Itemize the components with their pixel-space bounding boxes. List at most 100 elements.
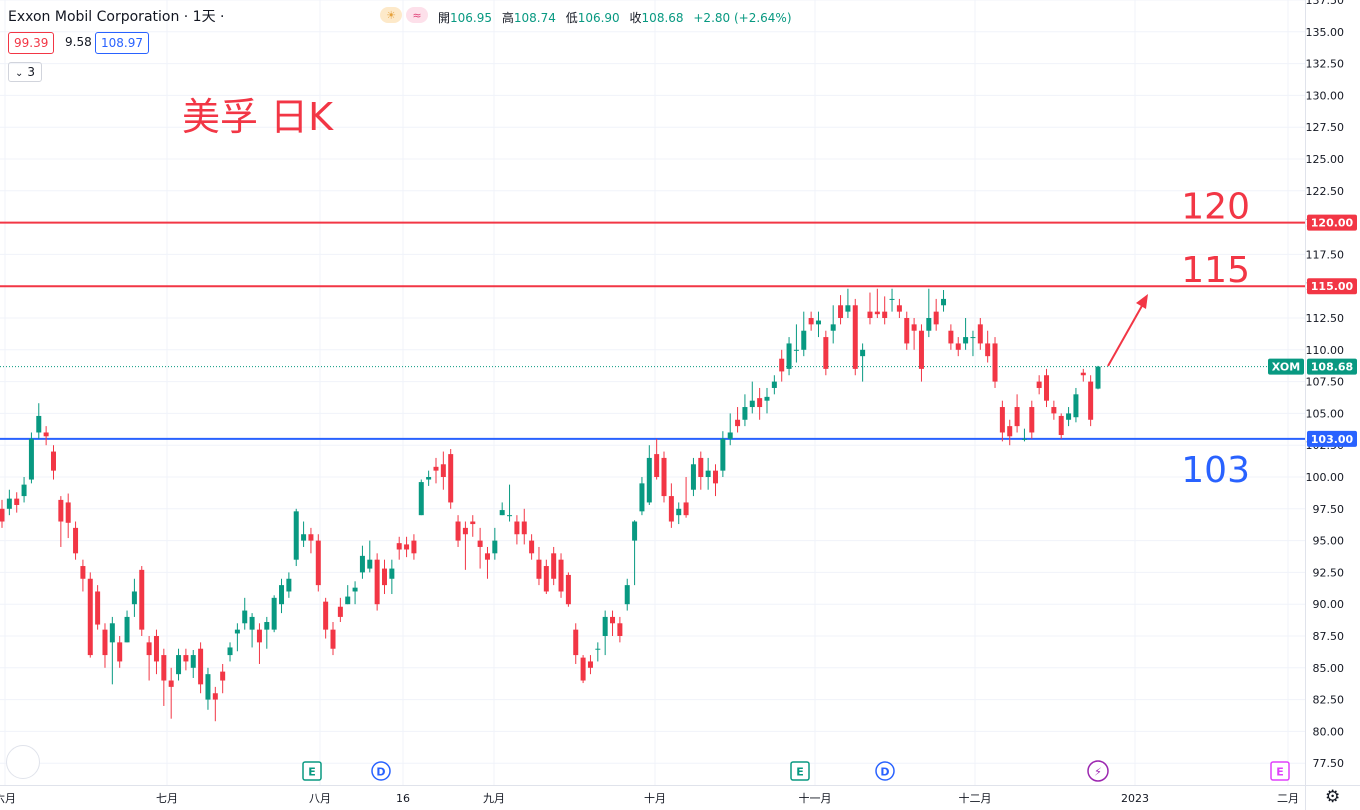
candle-body — [786, 343, 792, 369]
candlestick-series — [0, 288, 1101, 722]
candle-body — [742, 407, 748, 420]
candle-body — [1051, 407, 1057, 414]
candle-body — [713, 470, 719, 484]
candle-body — [521, 521, 527, 535]
candle-body — [610, 616, 616, 624]
candle-body — [558, 559, 564, 592]
indicators-toggle[interactable]: ⌄ 3 — [8, 62, 43, 82]
candle-body — [374, 559, 380, 605]
candle-body — [507, 515, 513, 517]
price-tick-label: 77.50 — [1313, 757, 1345, 770]
candle-body — [293, 511, 299, 560]
candle-body — [661, 457, 667, 497]
candle-body — [889, 298, 895, 300]
candle-body — [639, 483, 645, 512]
price-tick-label: 105.00 — [1306, 407, 1345, 420]
candle-body — [668, 496, 674, 522]
event-marker-label: E — [796, 766, 804, 779]
header-badges[interactable]: ☀ ≈ — [380, 7, 428, 23]
candle-body — [73, 527, 79, 554]
candle-body — [896, 305, 902, 312]
candle-body — [632, 521, 638, 541]
candle-body — [676, 508, 682, 516]
sun-icon[interactable]: ☀ — [380, 7, 402, 23]
sell-button[interactable]: 99.39 — [8, 32, 55, 54]
candle-body — [440, 464, 446, 477]
level-price-tag — [1307, 278, 1357, 295]
scroll-button[interactable] — [6, 745, 40, 779]
dividend-marker — [371, 761, 391, 781]
candle-body — [874, 311, 880, 315]
candle-body — [977, 324, 983, 344]
candle-body — [705, 470, 711, 477]
buy-button[interactable]: 108.97 — [95, 32, 149, 54]
change-value: +2.80 (+2.64%) — [693, 11, 792, 25]
time-axis[interactable]: 六月 七月 八月 16 九月 十月 十一月 十二月 2023 二月 — [0, 791, 1299, 805]
time-tick-label: 十月 — [644, 791, 666, 805]
candle-body — [308, 534, 314, 541]
level-price-tag-label: 103.00 — [1311, 433, 1354, 446]
candle-body — [933, 311, 939, 325]
candle-body — [448, 454, 454, 503]
open-key: 開 — [438, 11, 451, 25]
candle-body — [867, 311, 873, 318]
candle-body — [602, 616, 608, 636]
candle-body — [779, 358, 785, 372]
gear-icon[interactable]: ⚙ — [1325, 787, 1341, 807]
candle-body — [102, 629, 108, 656]
candle-body — [646, 457, 652, 503]
candle-body — [234, 629, 240, 634]
candle-body — [484, 553, 490, 560]
event-markers[interactable]: E D E D ⚡ E — [302, 760, 1290, 782]
candle-body — [470, 521, 476, 525]
symbol-title[interactable]: Exxon Mobil Corporation · 1天 · — [8, 9, 225, 25]
ohlc-readout: 開106.95 高108.74 低106.90 收108.68 +2.80 (+… — [438, 9, 798, 26]
price-tick-label: 92.50 — [1313, 566, 1345, 579]
candle-body — [815, 320, 821, 325]
candle-body — [955, 343, 961, 350]
candle-body — [617, 623, 623, 636]
candle-body — [87, 578, 93, 656]
candle-body — [455, 521, 461, 541]
candle-body — [1088, 381, 1094, 420]
symbol-tag-label: XOM — [1272, 361, 1300, 374]
price-axis[interactable]: 137.50 135.00 132.50 130.00 127.50 125.00 122.… — [1306, 0, 1345, 770]
candle-body — [565, 574, 571, 605]
candle-body — [514, 521, 520, 535]
price-tags: 120.00 115.00 103.00 XOM 108.68 — [1268, 214, 1357, 447]
candle-body — [690, 464, 696, 490]
candle-body — [1058, 415, 1064, 436]
annotation-arrow[interactable] — [1107, 294, 1148, 367]
candle-body — [698, 457, 704, 477]
event-marker-label: D — [376, 766, 385, 779]
candle-body — [801, 330, 807, 350]
candle-body — [65, 502, 71, 523]
candle-body — [315, 540, 321, 586]
candle-body — [838, 305, 844, 318]
price-tick-label: 132.50 — [1306, 58, 1345, 71]
price-tick-label: 127.50 — [1306, 121, 1345, 134]
candle-body — [190, 655, 196, 668]
candle-body — [720, 438, 726, 471]
price-tick-label: 97.50 — [1313, 503, 1345, 516]
level-price-tag-label: 115.00 — [1311, 280, 1354, 293]
candle-body — [153, 636, 159, 662]
horizontal-levels[interactable] — [0, 221, 1305, 440]
candle-body — [1044, 375, 1050, 401]
candle-body — [904, 318, 910, 344]
candle-body — [587, 661, 593, 668]
candle-body — [43, 432, 49, 437]
candle-body — [161, 655, 167, 681]
wave-icon[interactable]: ≈ — [406, 7, 428, 23]
candle-body — [389, 568, 395, 579]
time-tick-label: 16 — [396, 792, 410, 805]
earnings-marker — [1270, 761, 1290, 781]
level-price-tag-label: 120.00 — [1311, 217, 1354, 230]
level-price-tag — [1307, 214, 1357, 231]
chart-annotation-text[interactable]: 美孚 日K — [182, 95, 333, 139]
candle-body — [146, 642, 152, 656]
time-tick-label: 二月 — [1277, 792, 1299, 805]
earnings-marker — [790, 761, 810, 781]
candle-body — [1036, 381, 1042, 388]
